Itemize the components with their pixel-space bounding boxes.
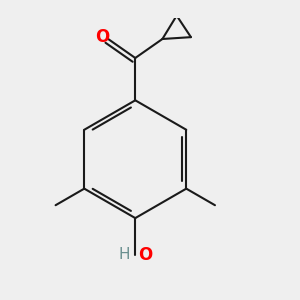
- Text: O: O: [138, 246, 152, 264]
- Text: O: O: [95, 28, 110, 46]
- Text: H: H: [118, 248, 130, 262]
